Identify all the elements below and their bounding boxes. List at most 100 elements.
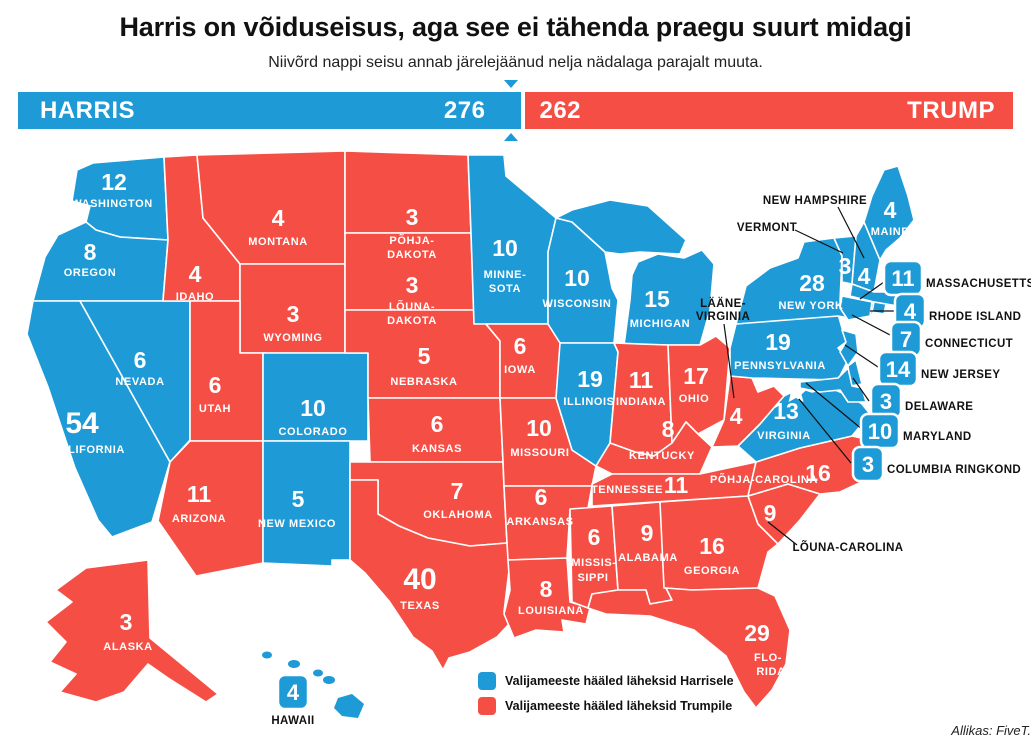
legend: Valijameeste hääled läheksid Harrisele V… xyxy=(478,672,734,722)
line-vermont xyxy=(794,229,844,254)
name-florida-2: RIDA xyxy=(756,666,785,678)
state-colorado xyxy=(262,352,369,442)
name-minnesota-1: MINNE- xyxy=(484,269,527,281)
line-new-hampshire xyxy=(837,206,865,259)
state-louisiana xyxy=(503,557,591,639)
name-south-dakota-2: DAKOTA xyxy=(387,315,437,327)
state-rhode-island xyxy=(871,301,887,315)
name-kansas: KANSAS xyxy=(412,443,462,455)
votes-tennessee: 11 xyxy=(664,472,689,498)
badge-label-maryland: MARYLAND xyxy=(903,431,972,443)
votes-colorado: 10 xyxy=(300,395,326,421)
votes-california: 54 xyxy=(65,407,99,440)
votes-texas: 40 xyxy=(403,563,436,596)
name-iowa: IOWA xyxy=(504,364,536,376)
name-arkansas: ARKANSAS xyxy=(506,516,573,528)
badge-votes-hawaii: 4 xyxy=(287,680,300,705)
dc-star-icon xyxy=(785,382,807,402)
votes-kansas: 6 xyxy=(431,411,444,437)
bar-divider xyxy=(521,92,526,129)
name-washington: WASHINGTON xyxy=(71,198,153,210)
votes-oklahoma: 7 xyxy=(451,478,464,504)
page-title: Harris on võiduseisus, aga see ei tähend… xyxy=(119,12,912,42)
name-wisconsin: WISCONSIN xyxy=(543,298,612,310)
line-massachusetts xyxy=(859,281,885,300)
votes-ohio: 17 xyxy=(683,363,709,389)
votes-washington: 12 xyxy=(101,169,127,195)
votes-utah: 6 xyxy=(209,372,222,398)
threshold-marker-top-icon xyxy=(504,80,518,88)
name-nevada: NEVADA xyxy=(115,376,164,388)
state-michigan-upper-peninsula xyxy=(555,199,687,255)
electoral-bar: HARRIS 276 262 TRUMP xyxy=(18,80,1013,141)
votes-west-virginia: 4 xyxy=(730,403,743,429)
legend-row-trump: Valijameeste hääled läheksid Trumpile xyxy=(478,697,734,715)
state-florida xyxy=(587,587,791,709)
votes-new-york: 28 xyxy=(799,270,825,296)
votes-new-mexico: 5 xyxy=(292,486,305,512)
votes-maine: 4 xyxy=(884,197,897,223)
name-idaho: IDAHO xyxy=(176,291,214,303)
badge-votes-delaware: 3 xyxy=(880,389,892,414)
state-maine xyxy=(863,165,915,261)
name-alaska: ALASKA xyxy=(103,641,152,653)
state-maryland xyxy=(799,367,867,403)
badge-massachusetts: 11 MASSACHUSETTS xyxy=(882,259,1031,297)
name-illinois: ILLINOIS xyxy=(563,396,614,408)
state-west-virginia xyxy=(711,375,785,448)
name-north-dakota-1: PÕHJA- xyxy=(389,234,434,247)
legend-text-harris: Valijameeste hääled läheksid Harrisele xyxy=(505,674,734,688)
name-oklahoma: OKLAHOMA xyxy=(423,509,493,521)
badge-delaware: 3 DELAWARE xyxy=(869,382,973,420)
name-wyoming: WYOMING xyxy=(263,332,322,344)
harris-bar-votes: 276 xyxy=(443,96,486,124)
name-utah: UTAH xyxy=(199,403,231,415)
name-alabama: ALABAMA xyxy=(618,552,678,564)
legend-row-harris: Valijameeste hääled läheksid Harrisele xyxy=(478,672,734,690)
badge-district-of-columbia: 3 COLUMBIA RINGKOND xyxy=(851,445,1021,483)
votes-kentucky: 8 xyxy=(662,416,675,442)
votes-south-dakota: 3 xyxy=(406,272,419,298)
votes-iowa: 6 xyxy=(514,333,527,359)
votes-montana: 4 xyxy=(272,205,285,231)
votes-michigan: 15 xyxy=(644,286,670,312)
badges: 11 MASSACHUSETTS 4 RHODE ISLAND 7 CONNEC… xyxy=(271,259,1031,727)
name-ohio: OHIO xyxy=(679,393,710,405)
callout-west-virginia-1: LÄÄNE- xyxy=(700,297,746,310)
badge-votes-new-jersey: 14 xyxy=(886,357,911,382)
votes-wyoming: 3 xyxy=(287,301,300,327)
badge-label-connecticut: CONNECTICUT xyxy=(925,338,1013,350)
harris-bar-label: HARRIS xyxy=(40,96,136,124)
votes-pennsylvania: 19 xyxy=(765,329,791,355)
votes-vermont: 3 xyxy=(839,253,852,279)
callout-new-hampshire: NEW HAMPSHIRE xyxy=(763,195,867,207)
harris-bar-segment: HARRIS 276 xyxy=(18,92,522,129)
state-arizona xyxy=(157,440,264,577)
page-subtitle: Niivõrd nappi seisu annab järelejäänud n… xyxy=(268,54,763,71)
name-arizona: ARIZONA xyxy=(172,513,226,525)
name-michigan: MICHIGAN xyxy=(630,318,690,330)
votes-missouri: 10 xyxy=(526,415,552,441)
state-alaska xyxy=(45,559,219,703)
badge-votes-massachusetts: 11 xyxy=(891,266,914,291)
line-west-virginia xyxy=(723,323,735,399)
name-tennessee: TENNESSEE xyxy=(591,484,663,496)
votes-oregon: 8 xyxy=(84,239,97,265)
legend-swatch-harris xyxy=(478,672,496,690)
votes-georgia: 16 xyxy=(699,533,725,559)
state-new-mexico xyxy=(262,440,351,567)
name-california: CALIFORNIA xyxy=(51,444,125,456)
votes-mississippi: 6 xyxy=(588,524,601,550)
name-north-dakota-2: DAKOTA xyxy=(387,249,437,261)
badge-votes-maryland: 10 xyxy=(868,419,892,444)
votes-alaska: 3 xyxy=(120,609,133,635)
state-michigan xyxy=(623,249,715,346)
source-attribution: Allikas: FiveT. xyxy=(951,723,1031,738)
name-oregon: OREGON xyxy=(64,267,117,279)
name-indiana: INDIANA xyxy=(616,396,666,408)
name-colorado: COLORADO xyxy=(279,426,348,438)
votes-alabama: 9 xyxy=(641,520,654,546)
state-texas xyxy=(349,479,511,671)
votes-wisconsin: 10 xyxy=(564,265,590,291)
